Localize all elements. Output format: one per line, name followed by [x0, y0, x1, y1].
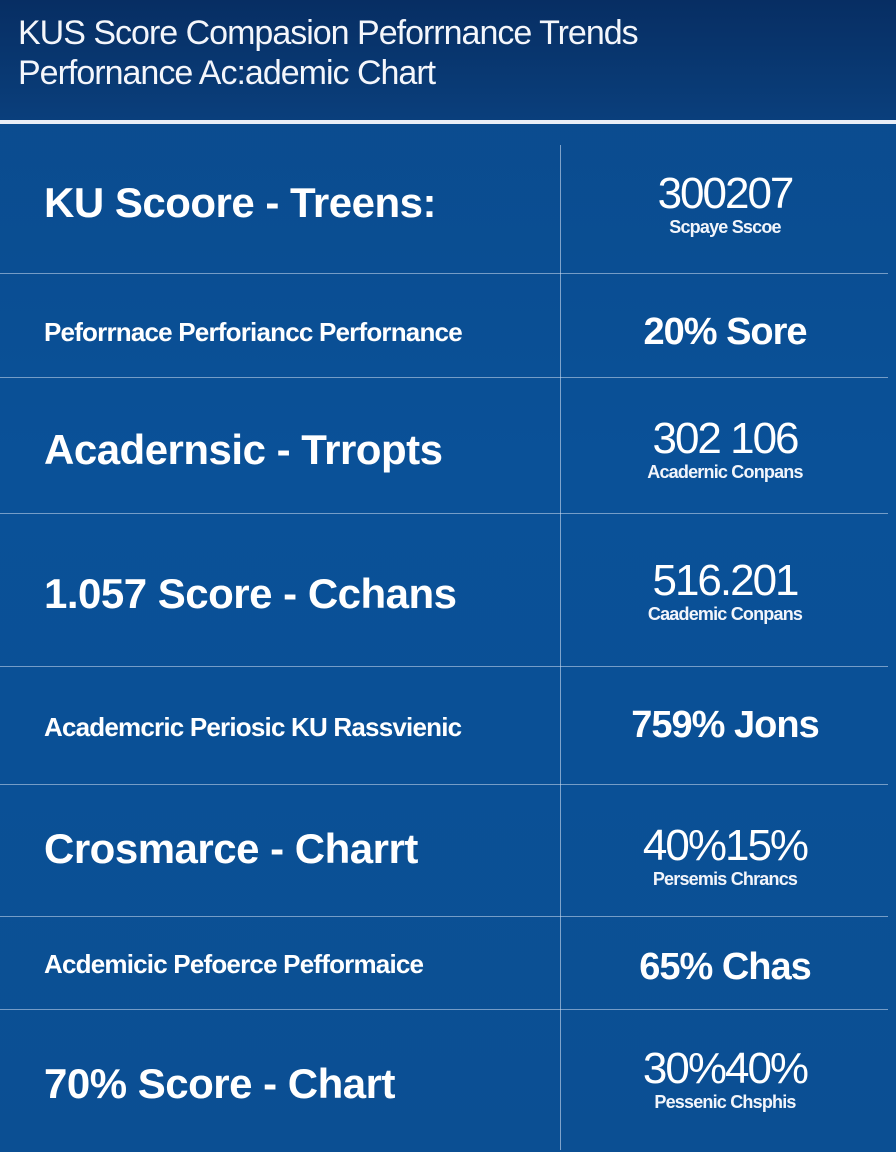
row-divider [0, 377, 888, 378]
row-value-caption: Caademic Conpans [647, 604, 803, 624]
row-label: Academcric Periosic KU Rassvienic [44, 712, 462, 742]
row-value: 30%40% Pessenic Chsphis [562, 1044, 888, 1113]
table-row: Acdemicic Pefoerce Pefformaice 65% Chas [0, 917, 896, 1009]
header: KUS Score Compasion Peforrnance Trends P… [0, 0, 896, 120]
row-label: Acdemicic Pefoerce Pefformaice [44, 949, 424, 979]
row-value-number: 516.201 [652, 556, 799, 605]
table-row: KU Scoore - Treens: 300207 Scpaye Sscoe [0, 145, 896, 273]
table-row: Acadernsic - Trropts 302 106 Acadernic C… [0, 378, 896, 513]
row-value-caption: Scpaye Sscoe [669, 217, 781, 237]
row-value: 20% Sore [562, 310, 888, 354]
row-value-caption: Persemis Chrancs [652, 869, 798, 889]
row-label: 1.057 Score - Cchans [44, 570, 457, 617]
row-value: 516.201 Caademic Conpans [562, 556, 888, 625]
row-value-number: 300207 [657, 169, 795, 218]
row-value-number: 40%15% [642, 821, 809, 870]
row-value-number: 30%40% [642, 1044, 809, 1093]
page-subtitle: Perfornance Ac:ademic Chart [18, 54, 436, 92]
table-row: 1.057 Score - Cchans 516.201 Caademic Co… [0, 514, 896, 666]
header-divider [0, 120, 896, 124]
row-label: KU Scoore - Treens: [44, 179, 436, 226]
row-value-number: 759% Jons [631, 704, 819, 746]
row-value-number: 65% Chas [639, 946, 812, 988]
table-row: Crosmarce - Charrt 40%15% Persemis Chran… [0, 785, 896, 916]
row-label: Crosmarce - Charrt [44, 825, 418, 872]
row-label: 70% Score - Chart [44, 1060, 395, 1107]
row-divider [0, 273, 888, 274]
table-row: Peforrnace Perforiancc Perfornance 20% S… [0, 274, 896, 377]
row-divider [0, 916, 888, 917]
row-value: 40%15% Persemis Chrancs [562, 821, 888, 890]
row-label: Peforrnace Perforiancc Perfornance [44, 317, 463, 347]
row-value-caption: Acadernic Conpans [647, 462, 803, 482]
row-value-number: 302 106 [652, 414, 799, 463]
page-title: KUS Score Compasion Peforrnance Trends [18, 14, 639, 52]
row-divider [0, 784, 888, 785]
row-label: Acadernsic - Trropts [44, 426, 443, 473]
table-row: 70% Score - Chart 30%40% Pessenic Chsphi… [0, 1010, 896, 1152]
row-value: 302 106 Acadernic Conpans [562, 414, 888, 483]
row-divider [0, 666, 888, 667]
row-value: 65% Chas [562, 945, 888, 989]
row-value-caption: Pessenic Chsphis [654, 1092, 796, 1112]
row-divider [0, 1009, 888, 1010]
row-divider [0, 513, 888, 514]
row-value-number: 20% Sore [643, 311, 807, 353]
row-value: 300207 Scpaye Sscoe [562, 169, 888, 238]
column-divider [560, 145, 561, 1150]
row-value: 759% Jons [562, 703, 888, 747]
table-row: Academcric Periosic KU Rassvienic 759% J… [0, 667, 896, 784]
